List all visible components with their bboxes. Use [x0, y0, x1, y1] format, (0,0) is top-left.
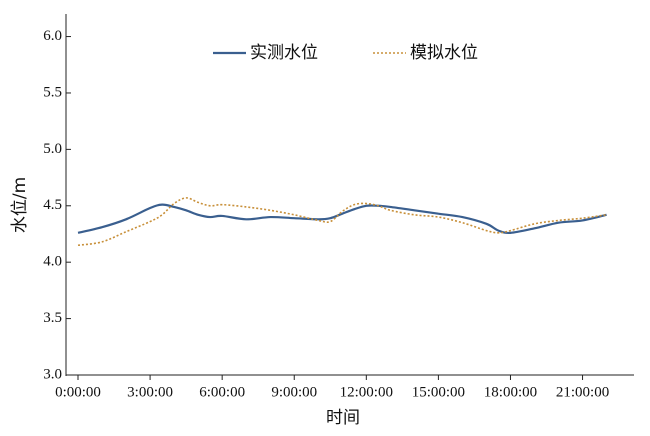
x-tick-label: 3:00:00	[127, 384, 173, 400]
y-tick-label: 4.5	[43, 197, 62, 213]
x-tick-label: 9:00:00	[271, 384, 317, 400]
y-tick-label: 5.0	[43, 141, 62, 157]
y-tick-label: 4.0	[43, 254, 62, 270]
x-tick-label: 18:00:00	[484, 384, 537, 400]
x-tick-label: 21:00:00	[556, 384, 609, 400]
y-tick-label: 3.0	[43, 366, 62, 382]
series-line	[77, 203, 607, 235]
y-tick-label: 3.5	[43, 310, 62, 326]
x-axis-label: 时间	[326, 408, 360, 428]
x-tick-label: 15:00:00	[412, 384, 465, 400]
y-tick-label: 5.5	[43, 84, 62, 100]
y-axis-label: 水位/m	[10, 177, 30, 233]
legend-label: 实测水位	[250, 43, 318, 63]
legend-label: 模拟水位	[410, 43, 478, 63]
y-tick-label: 6.0	[43, 28, 62, 44]
x-tick-label: 0:00:00	[55, 384, 101, 400]
series-line	[77, 197, 607, 247]
x-tick-label: 12:00:00	[340, 384, 393, 400]
x-tick-label: 6:00:00	[199, 384, 245, 400]
